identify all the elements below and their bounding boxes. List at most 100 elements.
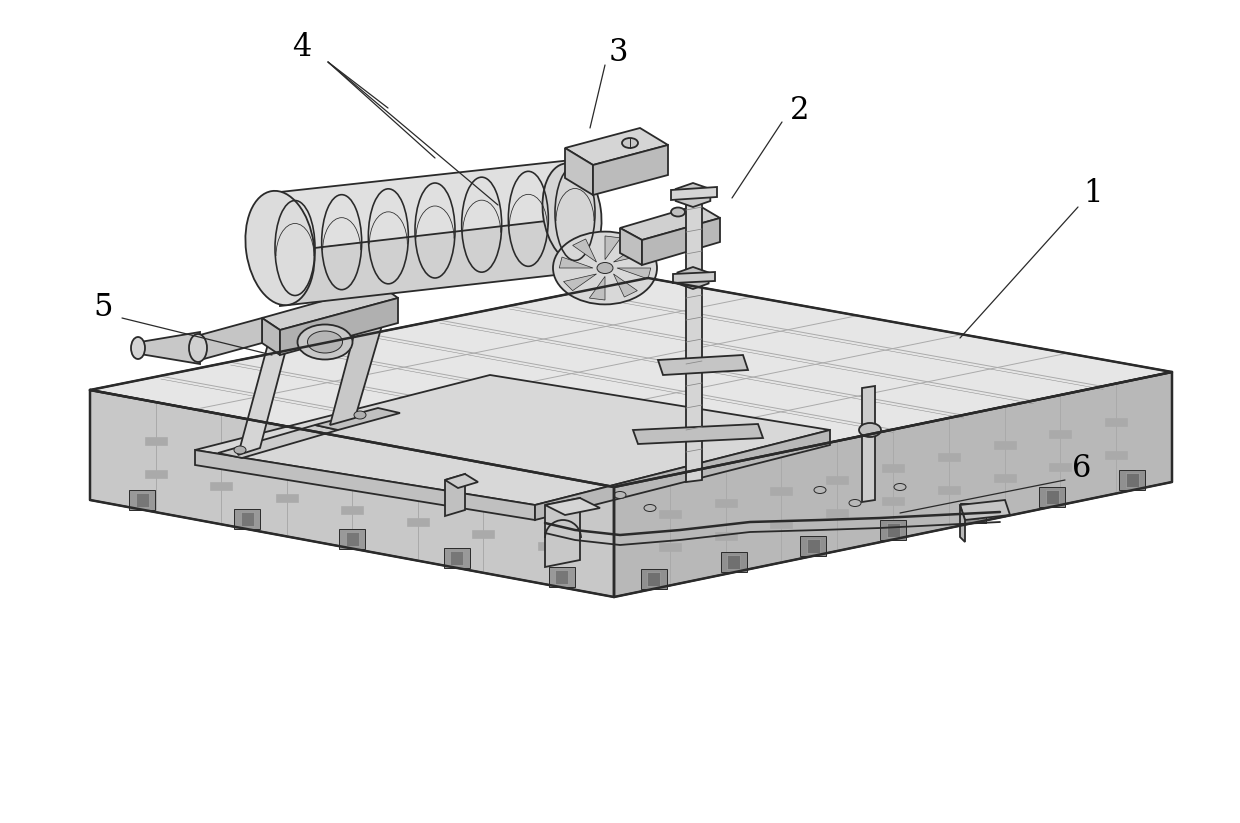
Polygon shape [641, 569, 667, 588]
Ellipse shape [894, 483, 906, 491]
Polygon shape [210, 481, 232, 490]
Polygon shape [960, 503, 986, 523]
Polygon shape [1049, 430, 1071, 438]
Polygon shape [642, 218, 720, 265]
Ellipse shape [622, 138, 639, 148]
Polygon shape [280, 160, 600, 252]
Polygon shape [565, 148, 593, 195]
Polygon shape [234, 509, 260, 529]
Polygon shape [537, 542, 559, 551]
Polygon shape [195, 375, 830, 505]
Polygon shape [993, 474, 1016, 482]
Polygon shape [727, 556, 740, 570]
Polygon shape [315, 408, 401, 430]
Polygon shape [714, 499, 737, 506]
Polygon shape [341, 473, 363, 481]
Text: 6: 6 [1073, 453, 1091, 483]
Ellipse shape [553, 231, 657, 305]
Polygon shape [210, 449, 232, 457]
Polygon shape [614, 372, 1172, 597]
Ellipse shape [234, 446, 246, 454]
Polygon shape [671, 187, 717, 200]
Polygon shape [686, 198, 702, 482]
Ellipse shape [353, 411, 366, 419]
Polygon shape [537, 509, 559, 518]
Polygon shape [993, 441, 1016, 449]
Polygon shape [330, 312, 384, 425]
Polygon shape [862, 386, 875, 502]
Polygon shape [280, 298, 398, 355]
Polygon shape [407, 485, 429, 493]
Polygon shape [658, 355, 748, 375]
Polygon shape [407, 518, 429, 526]
Polygon shape [559, 257, 593, 268]
Ellipse shape [131, 337, 145, 359]
Text: 5: 5 [93, 292, 113, 323]
Polygon shape [589, 277, 605, 300]
Polygon shape [445, 474, 465, 516]
Polygon shape [676, 183, 711, 207]
Ellipse shape [298, 324, 352, 360]
Ellipse shape [671, 207, 684, 216]
Polygon shape [262, 318, 280, 355]
Polygon shape [882, 464, 904, 472]
Polygon shape [472, 497, 494, 505]
Polygon shape [647, 572, 661, 586]
Polygon shape [960, 505, 965, 542]
Polygon shape [445, 474, 477, 488]
Polygon shape [275, 461, 298, 469]
Ellipse shape [614, 491, 626, 499]
Polygon shape [770, 520, 792, 528]
Polygon shape [129, 490, 155, 509]
Polygon shape [632, 424, 763, 444]
Polygon shape [218, 425, 339, 458]
Ellipse shape [246, 191, 315, 305]
Polygon shape [1049, 463, 1071, 471]
Polygon shape [614, 245, 646, 262]
Polygon shape [573, 239, 596, 262]
Polygon shape [341, 506, 363, 514]
Polygon shape [620, 205, 720, 240]
Polygon shape [1105, 418, 1127, 426]
Polygon shape [200, 318, 262, 360]
Polygon shape [241, 512, 254, 526]
Polygon shape [620, 228, 642, 265]
Polygon shape [91, 278, 1172, 487]
Polygon shape [546, 498, 580, 567]
Polygon shape [960, 500, 1011, 520]
Text: 2: 2 [790, 95, 810, 125]
Text: 3: 3 [609, 36, 627, 67]
Polygon shape [275, 494, 298, 502]
Polygon shape [145, 470, 166, 477]
Polygon shape [614, 274, 637, 297]
Text: 1: 1 [1084, 178, 1102, 208]
Polygon shape [195, 450, 534, 520]
Ellipse shape [542, 163, 601, 263]
Polygon shape [605, 236, 621, 259]
Polygon shape [572, 140, 649, 170]
Polygon shape [280, 218, 600, 306]
Polygon shape [593, 145, 668, 195]
Polygon shape [140, 332, 200, 364]
Polygon shape [565, 128, 668, 165]
Polygon shape [472, 530, 494, 538]
Polygon shape [826, 509, 848, 517]
Polygon shape [1120, 470, 1146, 491]
Polygon shape [937, 453, 960, 461]
Polygon shape [145, 437, 166, 444]
Polygon shape [1105, 451, 1127, 459]
Polygon shape [339, 528, 365, 548]
Polygon shape [556, 570, 568, 584]
Polygon shape [720, 552, 746, 572]
Polygon shape [658, 543, 681, 551]
Polygon shape [548, 567, 574, 588]
Polygon shape [880, 519, 906, 540]
Polygon shape [800, 536, 826, 556]
Polygon shape [714, 532, 737, 540]
Polygon shape [262, 285, 398, 330]
Polygon shape [1039, 486, 1065, 507]
Polygon shape [966, 506, 980, 520]
Polygon shape [546, 498, 600, 515]
Polygon shape [826, 476, 848, 483]
Polygon shape [450, 551, 464, 565]
